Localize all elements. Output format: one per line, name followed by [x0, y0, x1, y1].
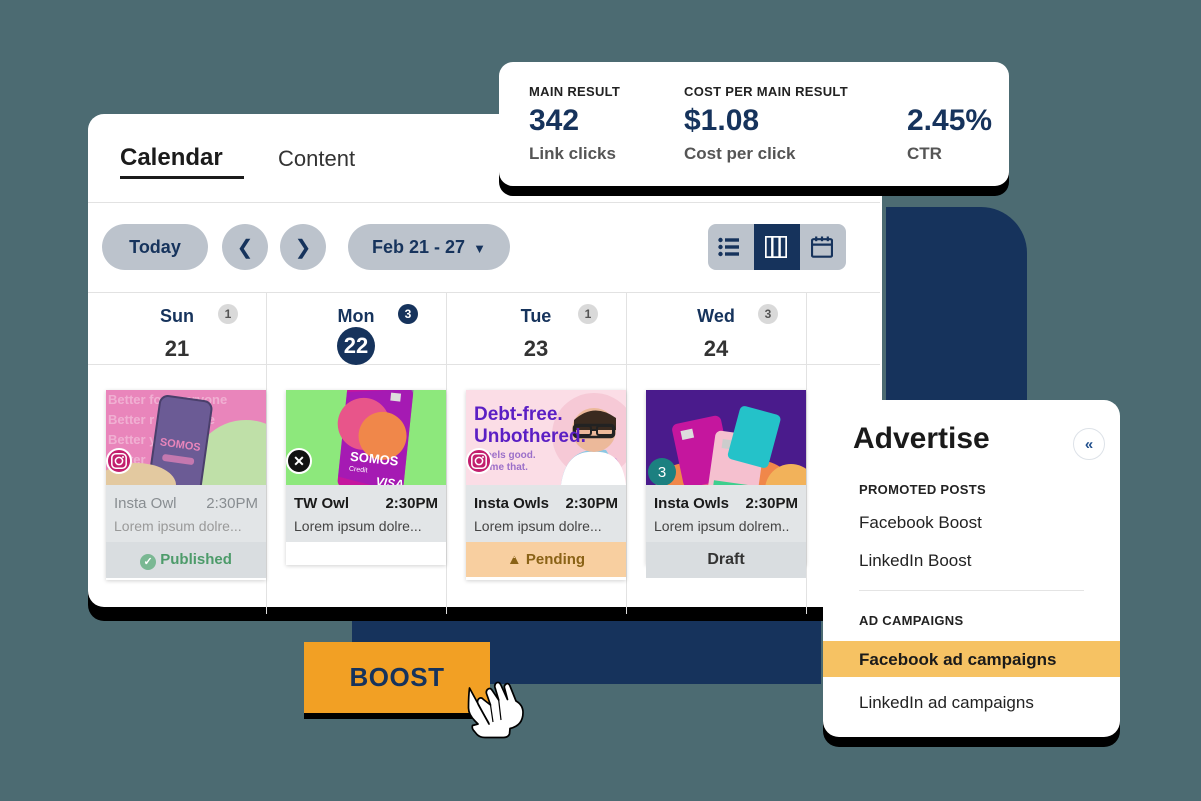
- svg-text:VISA: VISA: [375, 474, 404, 485]
- svg-text:Unbothered.: Unbothered.: [474, 426, 586, 447]
- svg-text:Debt-free.: Debt-free.: [474, 404, 563, 425]
